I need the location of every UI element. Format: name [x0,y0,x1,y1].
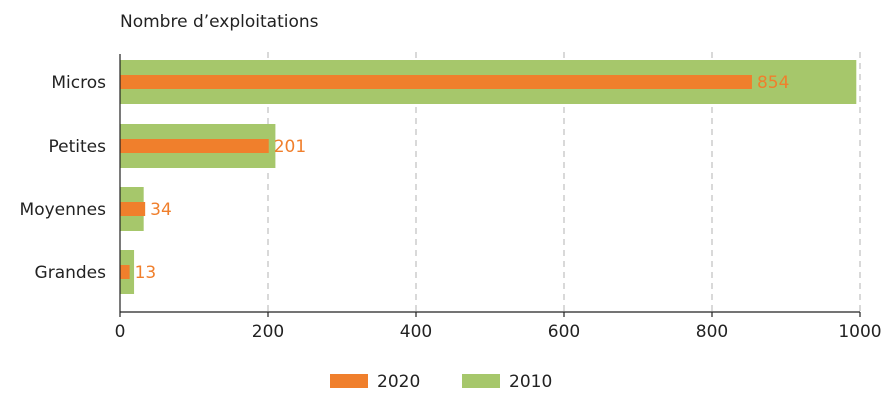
series-2010-bars [120,60,857,294]
x-tick-label-400: 400 [400,322,432,342]
bar-2020-petites [120,139,269,153]
series-2020-bars [120,75,752,279]
data-label-grandes: 13 [135,263,157,283]
bar-2020-moyennes [120,202,146,216]
data-label-petites: 201 [274,137,306,157]
y-axis-label: Nombre d’exploitations [120,12,319,32]
legend-swatch-2010 [462,374,500,388]
bar-2020-micros [120,75,752,89]
category-label-moyennes: Moyennes [20,200,107,220]
legend: 2020 2010 [330,372,552,392]
x-tick-labels: 0 200 400 600 800 1000 [115,322,882,342]
category-labels: Micros Petites Moyennes Grandes [20,73,107,283]
category-label-grandes: Grandes [35,263,107,283]
data-label-moyennes: 34 [150,200,172,220]
category-label-micros: Micros [51,73,106,93]
legend-swatch-2020 [330,374,368,388]
data-label-micros: 854 [757,73,789,93]
x-tick-label-800: 800 [696,322,728,342]
axes [119,54,861,317]
category-label-petites: Petites [49,137,107,157]
data-labels: 854 201 34 13 [135,73,790,283]
x-tick-label-600: 600 [548,322,580,342]
legend-label-2010: 2010 [509,372,552,392]
bar-2020-grandes [120,265,130,279]
x-tick-label-200: 200 [252,322,284,342]
legend-label-2020: 2020 [377,372,420,392]
x-tick-label-0: 0 [115,322,126,342]
x-tick-label-1000: 1000 [838,322,881,342]
